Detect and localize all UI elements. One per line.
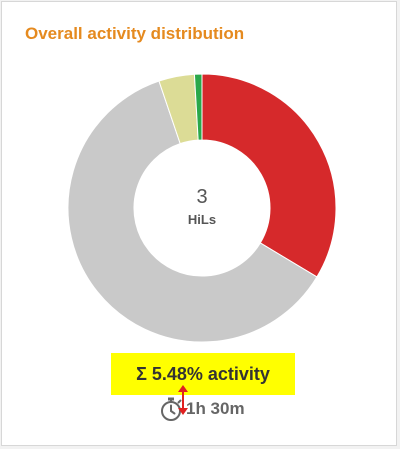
up-down-arrow-icon xyxy=(178,385,188,415)
donut-slice-2 xyxy=(68,80,318,342)
donut-slice-1 xyxy=(201,74,336,278)
activity-summary-badge: Σ 5.48% activity xyxy=(111,353,295,395)
duration-row: 1h 30m xyxy=(158,396,245,422)
duration-text: 1h 30m xyxy=(186,399,245,418)
donut-svg xyxy=(68,74,336,342)
card-title: Overall activity distribution xyxy=(25,24,245,43)
donut-chart: 3 HiLs xyxy=(68,74,336,342)
hils-label: HiLs xyxy=(187,212,217,227)
donut-slice-4 xyxy=(193,74,203,141)
stopwatch-icon xyxy=(161,397,182,421)
hils-count: 3 xyxy=(196,186,208,208)
